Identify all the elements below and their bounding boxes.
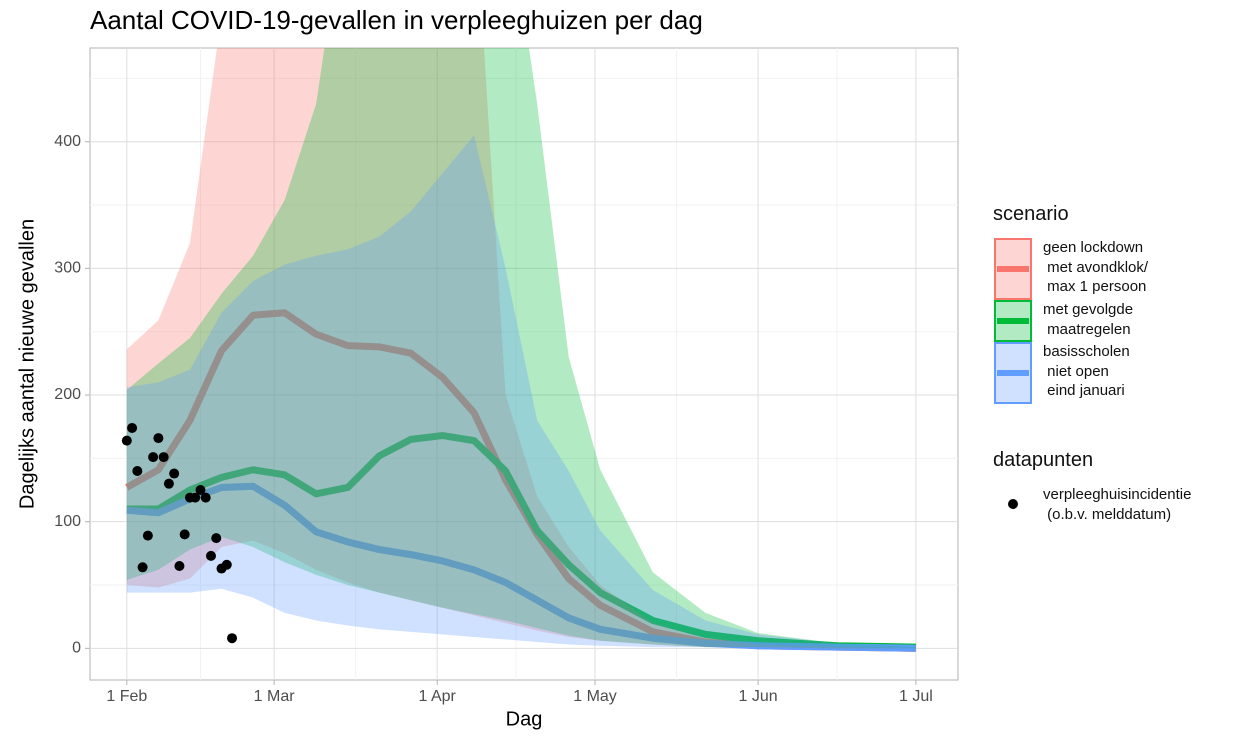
legend-key — [1008, 499, 1018, 509]
x-tick-label: 1 Apr — [419, 688, 457, 705]
data-point — [121, 435, 132, 446]
ribbon — [126, 48, 916, 649]
data-point — [169, 468, 180, 479]
data-point — [195, 485, 206, 496]
legend-label: basisscholen niet open eind januari — [1043, 343, 1130, 399]
data-point — [158, 452, 169, 463]
data-point — [179, 529, 190, 540]
data-point — [132, 466, 143, 477]
y-tick-label: 200 — [54, 386, 81, 403]
data-point — [148, 452, 159, 463]
data-point — [163, 478, 174, 489]
legend-label: geen lockdown met avondklok/ max 1 perso… — [1043, 239, 1149, 295]
data-point — [205, 550, 216, 561]
y-tick-label: 300 — [54, 260, 81, 277]
legend-title: scenario — [993, 203, 1069, 225]
panel — [89, 47, 959, 681]
y-axis-label: Dagelijks aantal nieuwe gevallen — [16, 219, 38, 509]
chart-title: Aantal COVID-19-gevallen in verpleeghuiz… — [90, 5, 703, 35]
x-tick-label: 1 Jun — [739, 688, 778, 705]
plot-area — [121, 48, 916, 652]
x-tick-label: 1 Feb — [106, 688, 147, 705]
legend-label: met gevolgde maatregelen — [1043, 301, 1134, 338]
y-tick-label: 400 — [54, 133, 81, 150]
y-tick-label: 0 — [72, 640, 81, 657]
line — [126, 432, 916, 651]
data-point — [227, 633, 238, 644]
data-point — [153, 433, 164, 444]
y-tick-label: 100 — [54, 513, 81, 530]
ribbon — [126, 48, 916, 649]
data-point — [127, 422, 138, 433]
ribbon — [126, 135, 916, 649]
grid — [90, 48, 958, 680]
legend-label: verpleeghuisincidentie (o.b.v. melddatum… — [1043, 486, 1192, 523]
data-point — [174, 561, 185, 572]
line — [126, 482, 916, 652]
data-point — [190, 492, 201, 503]
data-point — [221, 559, 232, 570]
data-point — [211, 533, 222, 544]
x-axis-label: Dag — [506, 708, 543, 730]
legend-title: datapunten — [993, 449, 1094, 471]
data-point — [142, 530, 153, 541]
x-tick-label: 1 Mar — [254, 688, 296, 705]
data-point — [137, 562, 148, 573]
x-tick-label: 1 May — [573, 688, 617, 705]
data-point — [200, 492, 211, 503]
x-tick-label: 1 Jul — [899, 688, 933, 705]
